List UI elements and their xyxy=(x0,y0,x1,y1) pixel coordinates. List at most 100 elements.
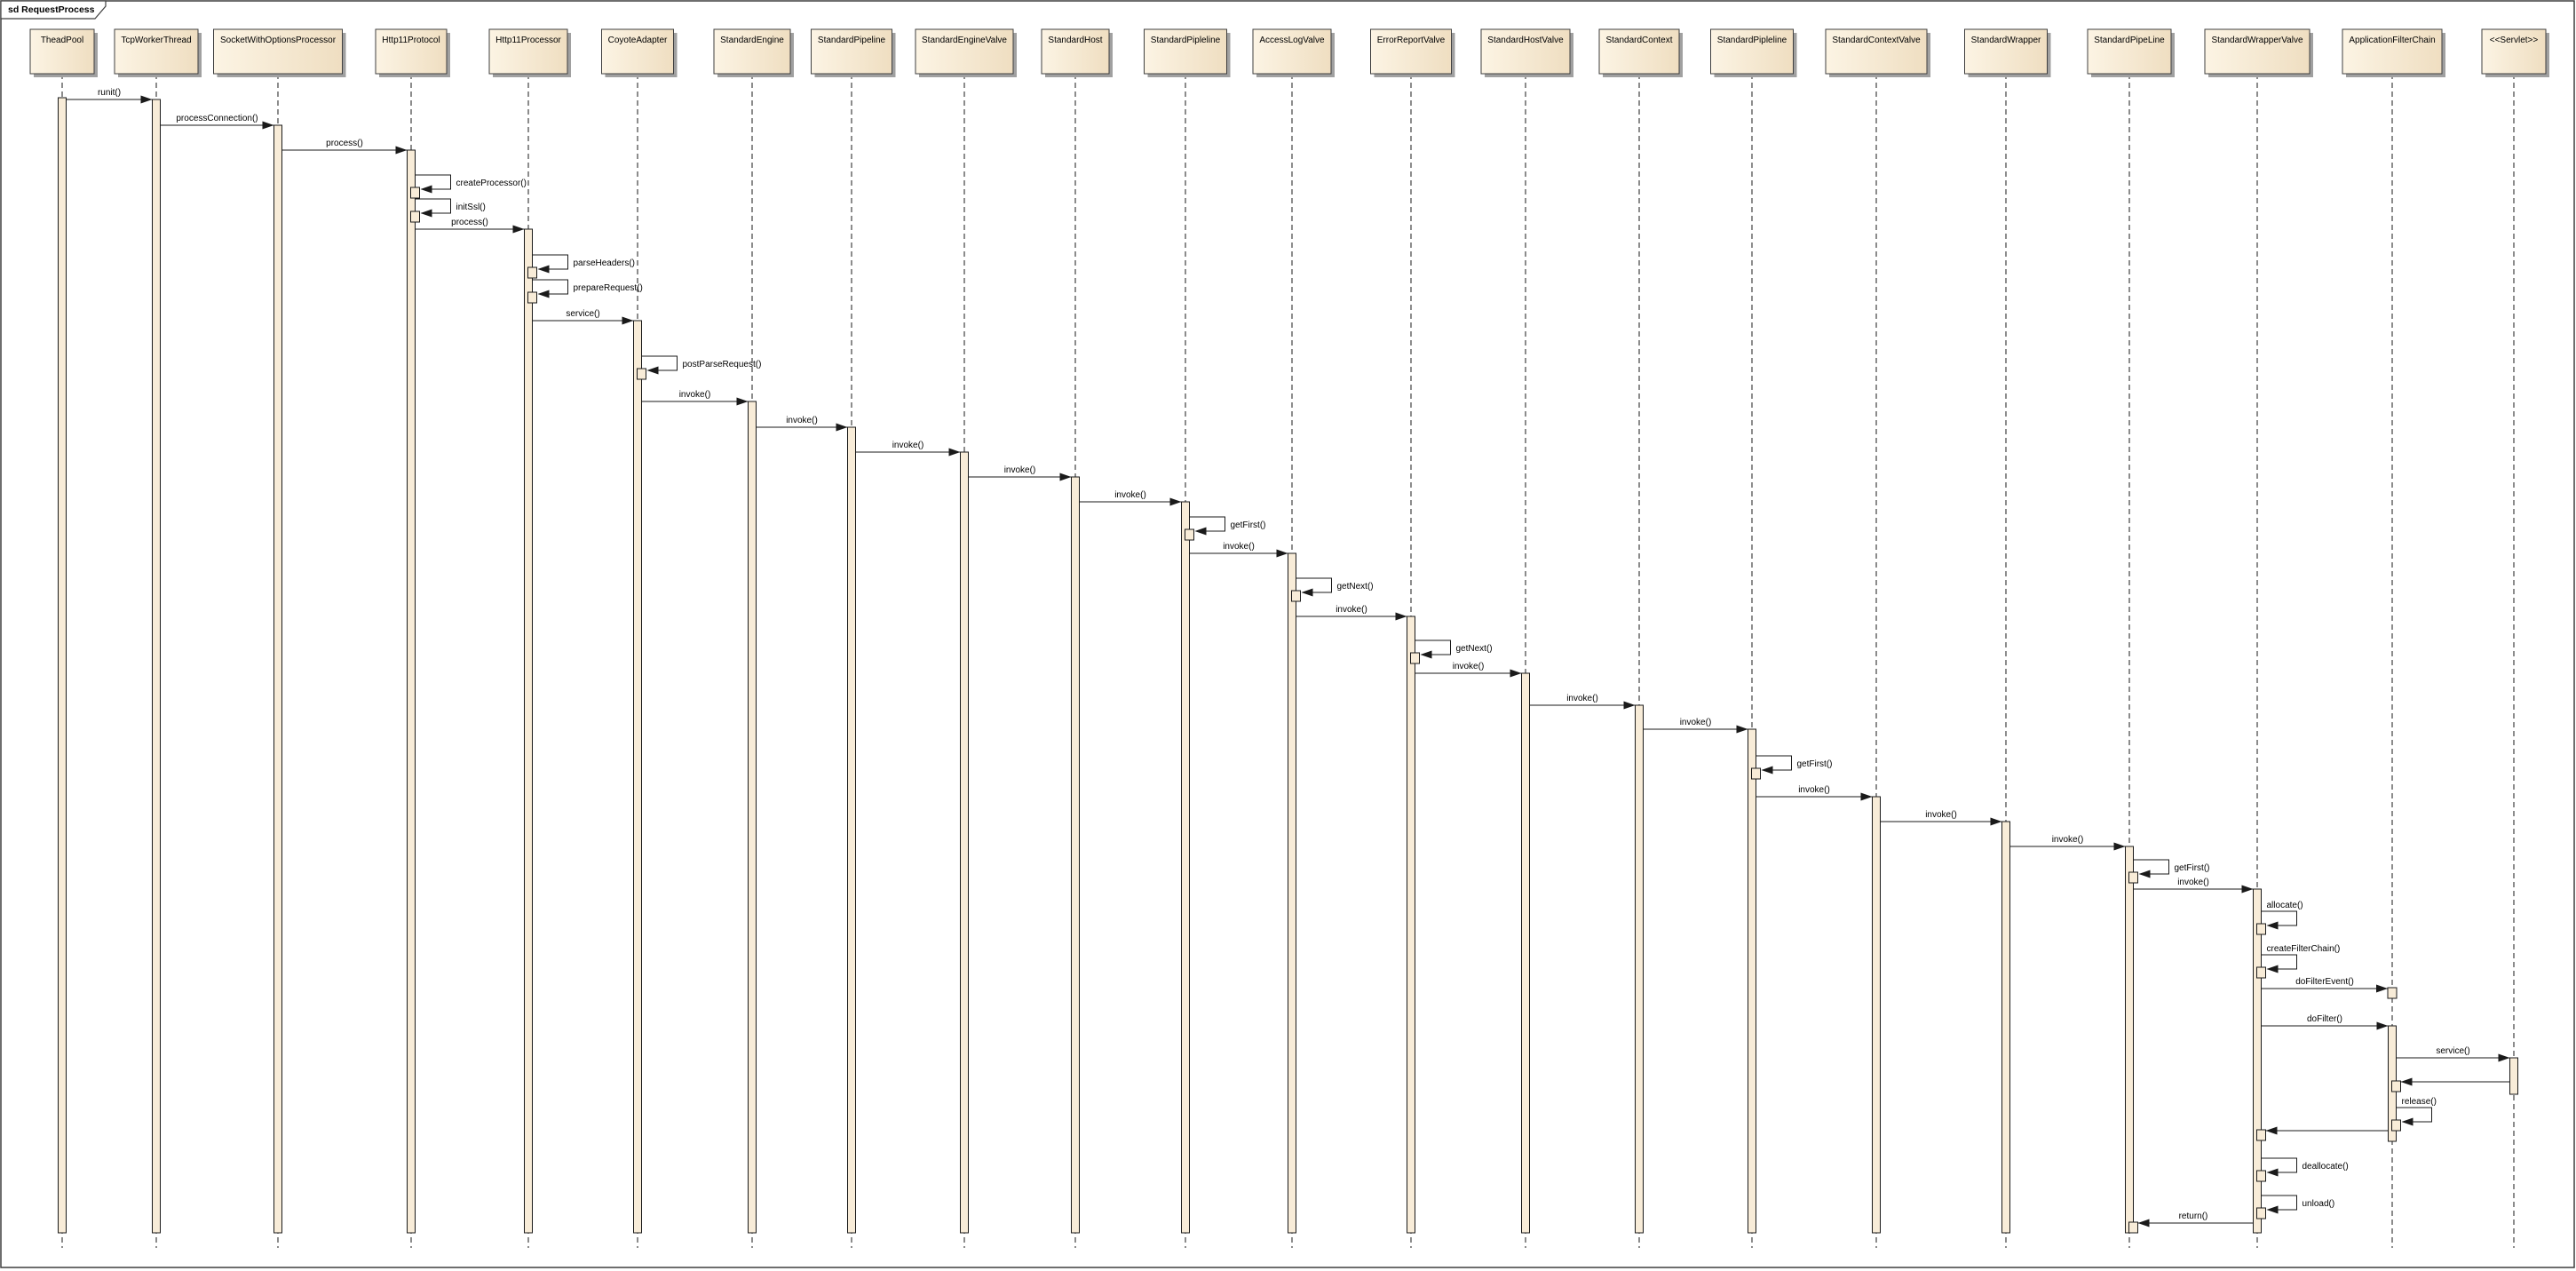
participant-box[interactable] xyxy=(29,28,95,75)
participant-label: ApplicationFilterChain xyxy=(2349,36,2435,45)
message-label[interactable]: prepareRequest() xyxy=(574,283,643,293)
participant-box[interactable] xyxy=(1252,28,1332,75)
message-line[interactable] xyxy=(2261,1195,2297,1211)
participant-label: StandardHost xyxy=(1048,36,1102,45)
message-arrowhead-icon xyxy=(2137,1219,2150,1227)
message-label[interactable]: invoke() xyxy=(1223,542,1255,552)
message-label[interactable]: invoke() xyxy=(1336,605,1367,615)
message-label[interactable]: parseHeaders() xyxy=(574,258,635,268)
message-label[interactable]: getFirst() xyxy=(2175,863,2210,873)
message-label[interactable]: invoke() xyxy=(1680,718,1712,727)
message-arrowhead-icon xyxy=(2113,842,2126,851)
message-label[interactable]: invoke() xyxy=(679,390,711,400)
message-line[interactable] xyxy=(415,174,451,190)
activation-nub xyxy=(2256,1207,2266,1219)
participant-box[interactable] xyxy=(811,28,892,75)
message-line[interactable] xyxy=(1756,755,1792,771)
message-label[interactable]: invoke() xyxy=(1566,694,1598,703)
message-arrowhead-icon xyxy=(2400,1077,2413,1086)
message-label[interactable]: initSsl() xyxy=(456,203,486,212)
message-label[interactable]: createProcessor() xyxy=(456,179,527,188)
message-label[interactable]: runit() xyxy=(98,88,121,98)
message-label[interactable]: getFirst() xyxy=(1231,520,1266,530)
message-label[interactable]: doFilterEvent() xyxy=(2295,977,2354,987)
message-line[interactable] xyxy=(532,279,568,295)
participant-label: TcpWorkerThread xyxy=(121,36,191,45)
message-label[interactable]: getNext() xyxy=(1337,582,1374,592)
message-line[interactable] xyxy=(2261,910,2297,926)
message-line[interactable] xyxy=(1296,577,1332,593)
message-label[interactable]: invoke() xyxy=(786,416,818,425)
activation-bar xyxy=(748,401,757,1234)
message-arrowhead-icon xyxy=(2266,921,2279,930)
message-label[interactable]: release() xyxy=(2402,1097,2437,1107)
participant-box[interactable] xyxy=(1710,28,1794,75)
message-label[interactable]: invoke() xyxy=(892,441,924,450)
message-label[interactable]: process() xyxy=(326,139,363,148)
participant-box[interactable] xyxy=(1598,28,1680,75)
message-label[interactable]: invoke() xyxy=(1004,465,1036,475)
participant-box[interactable] xyxy=(1964,28,2048,75)
message-label[interactable]: service() xyxy=(566,309,599,319)
activation-bar xyxy=(1288,552,1296,1234)
participant-label: StandardPipeLine xyxy=(2094,36,2165,45)
participant-box[interactable] xyxy=(601,28,674,75)
message-label[interactable]: invoke() xyxy=(1114,490,1146,500)
participant-box[interactable] xyxy=(713,28,791,75)
participant-box[interactable] xyxy=(1825,28,1928,75)
message-line[interactable] xyxy=(641,355,678,371)
message-arrowhead-icon xyxy=(1510,669,1522,678)
participant-box[interactable] xyxy=(1480,28,1571,75)
participant-box[interactable] xyxy=(2087,28,2172,75)
participant-box[interactable] xyxy=(1370,28,1452,75)
message-label[interactable]: invoke() xyxy=(2177,878,2209,887)
message-label[interactable]: postParseRequest() xyxy=(683,360,762,369)
message-line[interactable] xyxy=(532,254,568,270)
message-label[interactable]: invoke() xyxy=(1925,810,1957,820)
message-line[interactable] xyxy=(2261,1157,2297,1173)
activation-nub xyxy=(2128,871,2138,884)
message-label[interactable]: process() xyxy=(451,218,488,227)
message-line[interactable] xyxy=(2261,954,2297,970)
message-label[interactable]: processConnection() xyxy=(176,114,258,123)
participant-box[interactable] xyxy=(2481,28,2547,75)
message-label[interactable]: getFirst() xyxy=(1797,759,1833,769)
message-label[interactable]: deallocate() xyxy=(2303,1162,2349,1172)
participant-box[interactable] xyxy=(2342,28,2443,75)
message-line[interactable] xyxy=(2396,1107,2432,1123)
message-line[interactable] xyxy=(1415,639,1451,655)
activation-nub xyxy=(2256,1170,2266,1182)
activation-nub xyxy=(637,368,646,380)
participant-label: StandardEngine xyxy=(720,36,784,45)
message-label[interactable]: allocate() xyxy=(2267,901,2303,910)
message-label[interactable]: service() xyxy=(2436,1046,2469,1056)
message-arrowhead-icon xyxy=(2138,870,2151,878)
message-line[interactable] xyxy=(2133,859,2169,875)
message-label[interactable]: getNext() xyxy=(1456,644,1493,654)
participant-box[interactable] xyxy=(488,28,568,75)
participant-box[interactable] xyxy=(2204,28,2310,75)
activation-bar xyxy=(2001,821,2010,1234)
message-arrowhead-icon xyxy=(1761,766,1773,775)
participant-box[interactable] xyxy=(375,28,448,75)
activation-nub xyxy=(410,211,420,223)
activation-nub xyxy=(2256,923,2266,935)
activation-nub xyxy=(2391,1119,2401,1132)
activation-nub xyxy=(410,187,420,199)
participant-box[interactable] xyxy=(1041,28,1110,75)
message-label[interactable]: invoke() xyxy=(2052,835,2084,845)
message-line[interactable] xyxy=(1189,516,1225,532)
message-label[interactable]: return() xyxy=(2179,1211,2208,1221)
participant-box[interactable] xyxy=(213,28,343,75)
message-label[interactable]: invoke() xyxy=(1798,785,1830,795)
message-line[interactable] xyxy=(415,198,451,214)
message-label[interactable]: doFilter() xyxy=(2307,1014,2342,1024)
message-label[interactable]: unload() xyxy=(2303,1199,2335,1209)
participant-box[interactable] xyxy=(114,28,199,75)
participant-box[interactable] xyxy=(1144,28,1227,75)
participant-box[interactable] xyxy=(915,28,1014,75)
message-label[interactable]: createFilterChain() xyxy=(2267,944,2341,954)
message-label[interactable]: invoke() xyxy=(1453,662,1485,671)
